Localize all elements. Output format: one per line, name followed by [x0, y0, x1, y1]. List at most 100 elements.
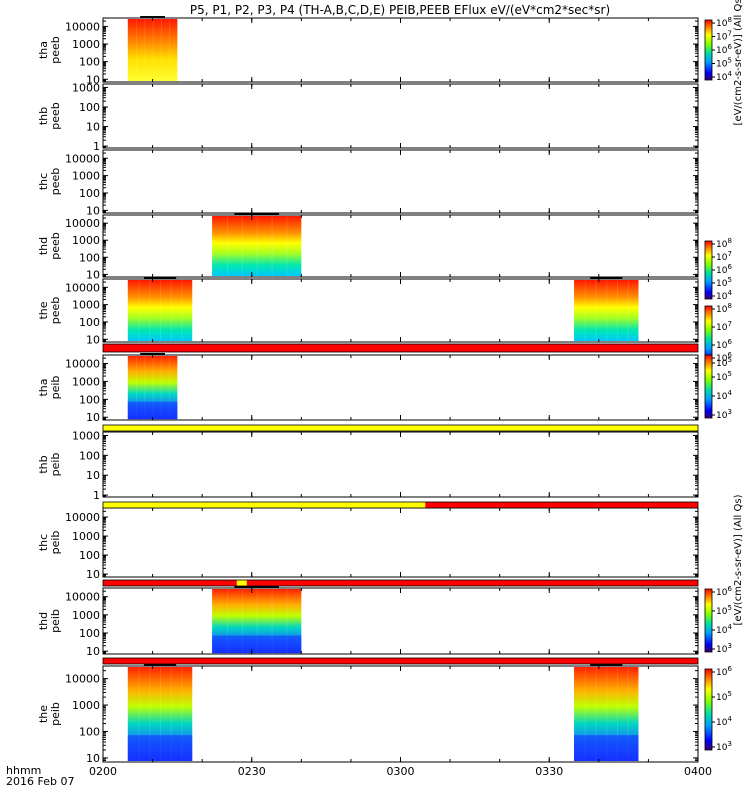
colorbar-tick-label: 107 [716, 30, 732, 43]
y-tick-label: 1000 [72, 299, 100, 312]
y-tick-label: 1000 [72, 81, 100, 94]
colorbar-tick-label: 104 [716, 389, 732, 402]
spectrogram-stripe [241, 216, 243, 276]
plot-frame [102, 214, 699, 278]
block-edge-marker [143, 664, 177, 666]
y-tick-label: 100 [79, 449, 100, 462]
x-tick-label: 0230 [238, 765, 266, 778]
spectrogram-stripe [286, 589, 288, 653]
panel-ylabel-probe: tha [37, 378, 50, 396]
spectrogram-stripe [152, 19, 154, 81]
block-edge-marker [590, 664, 623, 666]
flag-bar-thb-peib [102, 501, 699, 509]
panel-ylabel-product: peib [49, 609, 62, 633]
colorbar-gradient [704, 588, 713, 653]
spectrogram-stripe [136, 356, 138, 419]
spectrogram-stripe [584, 280, 586, 341]
spectrogram-stripe [160, 667, 162, 761]
spectrogram-stripe [627, 667, 629, 761]
spectrogram-stripe [181, 280, 183, 341]
x-corner-label: hhmm [6, 764, 41, 777]
colorbar-tick-label: 105 [716, 276, 732, 289]
y-tick-label: 100 [79, 187, 100, 200]
y-tick-label: 10000 [65, 358, 100, 371]
flag-bar-segment [103, 580, 237, 586]
panel-ylabel-product: peeb [49, 232, 62, 260]
spectrogram-stripe [256, 216, 258, 276]
flag-bar-segment [236, 580, 247, 586]
flag-bar-frame [102, 424, 699, 432]
colorbar-thd-peib: 106 105 104 103 [704, 585, 732, 655]
panel-ylabel-product: peib [49, 376, 62, 400]
colorbar-tick-label: 104 [716, 715, 732, 728]
colorbar-tick-label: 106 [716, 338, 732, 351]
spectrogram-stripe [241, 589, 243, 653]
colorbar-gradient [704, 354, 713, 419]
panel-thd-peib: 10 100 1000 10000 thd peib [37, 586, 699, 658]
flag-bar-frame [102, 343, 699, 353]
colorbar-tick-label: 106 [716, 585, 732, 598]
spectrogram-stripe [271, 216, 273, 276]
plot-frame [102, 507, 699, 578]
colorbar-tick-label: 105 [716, 604, 732, 617]
colorbar-tick-label: 104 [716, 70, 732, 83]
y-tick-label: 100 [79, 393, 100, 406]
spectrogram-stripe [149, 667, 151, 761]
spectrogram-stripe [136, 19, 138, 81]
spectrogram-stripe [226, 589, 228, 653]
y-tick-label: 1 [93, 489, 100, 502]
spectrogram-low-energy-band [212, 635, 302, 654]
flag-bar-segment [103, 658, 698, 664]
spectrogram-stripe [169, 19, 171, 81]
colorbar-tick-label: 106 [716, 263, 732, 276]
panel-the-peeb: 10 100 1000 10000 the peeb [37, 277, 699, 346]
y-tick-label: 10000 [65, 152, 100, 165]
colorbar-gradient [704, 240, 713, 300]
spectrogram-low-energy-band [574, 735, 639, 762]
panel-ylabel-product: peeb [49, 36, 62, 64]
y-tick-label: 10 [86, 333, 100, 346]
colorbar-unit-label: [eV/(cm2-s-sr-eV)] (All Qs) [733, 494, 744, 625]
plot-frame [102, 17, 699, 83]
block-edge-marker [234, 213, 280, 215]
panel-ylabel-probe: thb [37, 455, 50, 473]
spectrogram-low-energy-band [127, 401, 178, 420]
spectrogram-stripe [256, 589, 258, 653]
spectrogram-stripe [160, 280, 162, 341]
panel-ylabel-product: peeb [49, 297, 62, 325]
spectrogram-block-the-peeb-1 [574, 280, 639, 341]
y-tick-label: 1 [93, 140, 100, 153]
block-edge-marker [590, 277, 623, 279]
spectrogram-stripe [595, 280, 597, 341]
flag-bar-thd-peib [102, 657, 699, 665]
y-tick-label: 1000 [72, 609, 100, 622]
spectrogram-stripe [144, 19, 146, 81]
block-edge-marker [143, 277, 177, 279]
spectrogram-stripe [226, 216, 228, 276]
x-tick-label: 0400 [684, 765, 712, 778]
spectrogram-stripe [606, 280, 608, 341]
flag-bar-segment [103, 502, 426, 508]
y-tick-label: 1000 [72, 170, 100, 183]
y-tick-label: 10000 [65, 217, 100, 230]
spectrogram-stripe [170, 667, 172, 761]
panel-ylabel-probe: thd [37, 612, 50, 630]
y-tick-label: 10000 [65, 591, 100, 604]
spectrogram-low-energy-band [127, 735, 193, 762]
spectrogram-stripe [627, 280, 629, 341]
y-tick-label: 10 [86, 204, 100, 217]
colorbar-unit-label: [eV/(cm2-s-sr-eV)] (All Qs) [733, 0, 744, 125]
flag-bar-segment [425, 502, 698, 508]
colorbar-tick-label: 103 [716, 642, 732, 655]
flag-bar-tha-peib [102, 424, 699, 432]
panel-ylabel-probe: tha [37, 41, 50, 59]
spectrogram-stripe [149, 280, 151, 341]
colorbar-tick-label: 108 [716, 237, 732, 250]
panel-ylabel-probe: thc [37, 173, 50, 190]
colorbar-tick-label: 103 [716, 740, 732, 753]
panel-ylabel-product: peeb [49, 168, 62, 196]
y-tick-label: 10 [86, 752, 100, 765]
panel-ylabel-probe: thd [37, 237, 50, 255]
y-tick-label: 10000 [65, 20, 100, 33]
panel-ylabel-product: peib [49, 702, 62, 726]
